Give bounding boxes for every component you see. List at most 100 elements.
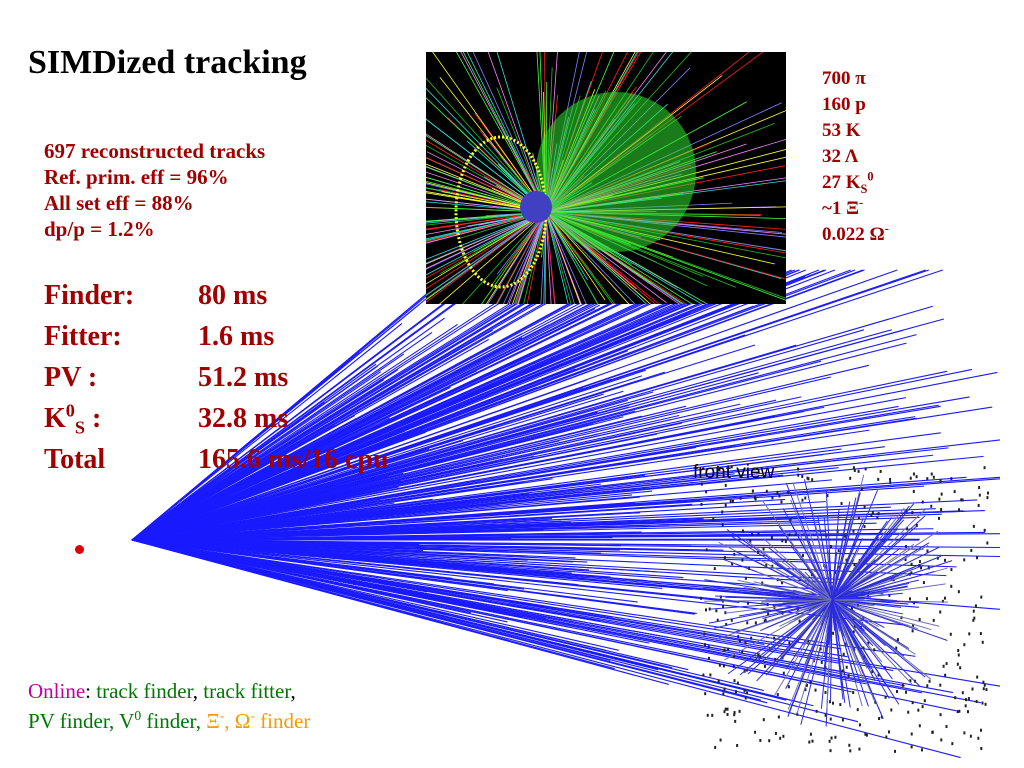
front-hit	[910, 571, 913, 575]
front-hit	[852, 630, 855, 634]
front-hit	[940, 738, 943, 742]
front-hit	[960, 498, 963, 502]
front-hit	[811, 739, 814, 743]
event-track	[438, 211, 547, 292]
front-track	[829, 599, 833, 628]
particle-xi: ~1 Ξ-	[822, 195, 864, 219]
front-hit	[845, 558, 848, 562]
front-hit	[757, 532, 760, 536]
front-track	[823, 517, 833, 601]
event-track	[485, 211, 547, 304]
front-track	[825, 491, 833, 601]
event-track	[462, 52, 547, 213]
front-hit	[732, 654, 735, 658]
front-hit	[983, 683, 986, 687]
front-hit	[873, 648, 876, 652]
track-line	[131, 269, 502, 541]
front-hit	[858, 723, 861, 727]
front-hit	[896, 638, 899, 642]
front-hit	[845, 665, 848, 669]
front-hit	[980, 747, 983, 751]
front-hit	[722, 664, 725, 668]
stat-all-set-eff: All set eff = 88%	[44, 191, 194, 215]
track-line	[131, 510, 965, 541]
front-hit	[787, 685, 790, 689]
stat-momentum-resolution: dp/p = 1.2%	[44, 217, 155, 241]
front-track	[831, 599, 868, 627]
front-track	[744, 539, 833, 601]
event-track	[426, 211, 547, 260]
front-hit	[738, 639, 741, 643]
front-hit	[725, 623, 728, 627]
front-track	[793, 599, 833, 613]
front-hit	[750, 532, 753, 536]
front-track	[823, 599, 833, 672]
front-hit	[815, 709, 818, 713]
event-track	[426, 211, 547, 297]
front-hit	[754, 497, 757, 501]
front-track	[831, 555, 942, 601]
front-hit	[741, 558, 744, 562]
front-hit	[754, 621, 757, 625]
front-hit	[865, 733, 868, 737]
front-hit	[767, 612, 770, 616]
front-hit	[977, 503, 980, 507]
event-track	[426, 183, 547, 213]
front-track	[774, 599, 833, 696]
front-hit	[723, 648, 726, 652]
front-hit	[717, 679, 720, 683]
front-hit	[912, 623, 915, 627]
front-hit	[707, 656, 710, 660]
front-hit	[715, 609, 718, 613]
front-hit	[730, 618, 733, 622]
front-hit	[976, 556, 979, 560]
front-hit	[786, 491, 789, 495]
front-hit	[910, 562, 913, 566]
front-track	[831, 598, 865, 601]
event-track	[426, 87, 547, 213]
front-hit	[958, 508, 961, 512]
front-hit	[913, 601, 916, 605]
front-hit	[723, 710, 726, 714]
track-line	[131, 269, 827, 541]
front-hit	[797, 467, 800, 471]
online-footer: Online: track finder, track fitter, PV f…	[28, 676, 310, 736]
front-hit	[926, 477, 929, 481]
front-hit	[939, 713, 942, 717]
front-hit	[904, 558, 907, 562]
track-line	[131, 539, 589, 571]
front-hit	[759, 655, 762, 659]
front-hit	[777, 715, 780, 719]
front-track	[831, 599, 893, 680]
front-hit	[751, 489, 754, 493]
track-line	[131, 423, 594, 541]
front-hit	[920, 566, 923, 570]
front-hit	[981, 640, 984, 644]
event-track	[426, 77, 547, 213]
front-track	[831, 542, 930, 601]
event-track	[545, 211, 588, 281]
track-line	[131, 269, 712, 541]
track-line	[131, 539, 611, 661]
front-hit	[977, 736, 980, 740]
front-hit	[974, 604, 977, 608]
front-track	[761, 500, 833, 601]
front-hit	[804, 496, 807, 500]
track-line	[131, 269, 741, 541]
front-hit	[972, 524, 975, 528]
front-hit	[765, 489, 768, 493]
front-track	[831, 503, 915, 601]
front-track	[831, 559, 863, 601]
front-hit	[860, 487, 863, 491]
front-hit	[716, 618, 719, 622]
front-hit	[986, 541, 989, 545]
front-track	[756, 571, 833, 601]
front-hit	[778, 494, 781, 498]
front-hit	[712, 517, 715, 521]
front-hit	[950, 477, 953, 481]
track-line	[131, 269, 689, 541]
front-hit	[871, 670, 874, 674]
front-hit	[700, 596, 703, 600]
front-hit	[930, 504, 933, 508]
